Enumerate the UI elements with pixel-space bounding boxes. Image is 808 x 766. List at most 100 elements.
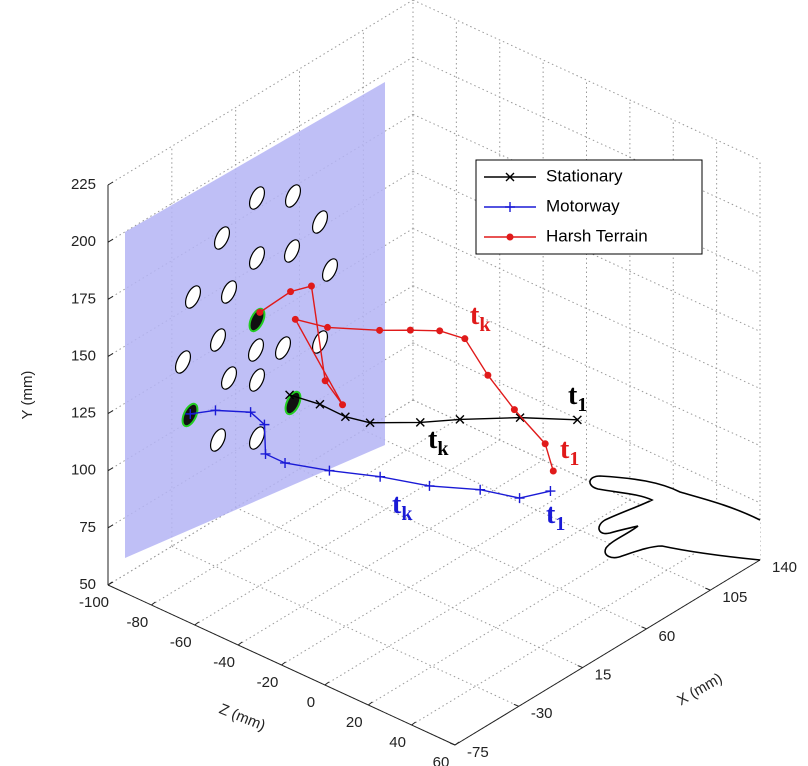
marker [475, 484, 486, 495]
tick-mark [281, 661, 286, 666]
legend-label: Motorway [546, 196, 620, 215]
z-tick-label: -40 [213, 654, 235, 671]
z-tick-label: 0 [307, 694, 315, 711]
tick-mark [107, 467, 114, 472]
marker [505, 202, 515, 212]
grid-line [363, 429, 711, 591]
grid-line [412, 56, 761, 218]
y-tick-label: 200 [71, 233, 96, 250]
grid-line [281, 479, 587, 666]
z-tick-label: -80 [127, 614, 149, 631]
grid-line [237, 459, 544, 646]
legend-label: Harsh Terrain [546, 226, 648, 245]
marker [515, 413, 525, 423]
y-axis-label: Y (mm) [19, 371, 36, 420]
marker [365, 418, 375, 428]
x-axis-label: X (mm) [674, 670, 725, 709]
z-axis-label: Z (mm) [217, 701, 268, 735]
z-tick-label: 40 [389, 734, 406, 751]
marker [280, 457, 291, 468]
marker [185, 408, 196, 419]
annotation-text: t [392, 489, 402, 520]
axis-line [454, 559, 761, 746]
annotation-text: t [546, 499, 556, 530]
marker [307, 282, 315, 290]
target [248, 186, 266, 210]
marker [245, 407, 256, 418]
tick-mark [237, 641, 243, 646]
marker [285, 390, 295, 400]
marker [291, 315, 299, 323]
tick-mark [454, 741, 460, 746]
marker [549, 467, 557, 475]
marker [315, 399, 325, 409]
tick-mark [107, 410, 114, 415]
grid-line [412, 170, 761, 332]
marker [506, 233, 514, 241]
hand-illustration [589, 475, 761, 561]
target [213, 226, 231, 250]
grid-line [412, 285, 761, 447]
annotation-subscript: k [437, 438, 449, 460]
y-tick-label: 175 [71, 290, 96, 307]
annotation: tk [428, 424, 449, 459]
annotation-subscript: k [479, 314, 491, 336]
y-tick-label: 100 [71, 462, 96, 479]
target [248, 246, 266, 270]
x-tick-label: 140 [772, 559, 797, 576]
x-tick-label: 15 [595, 667, 612, 684]
target [220, 366, 238, 390]
tick-mark [449, 742, 456, 746]
y-tick-label: 50 [79, 576, 96, 593]
grid-line [412, 342, 761, 504]
annotation: t1 [560, 434, 579, 469]
marker [376, 326, 384, 334]
tick-mark [107, 295, 114, 300]
x-tick-label: 105 [722, 589, 747, 606]
hand [589, 475, 761, 561]
target [184, 285, 202, 309]
grid-line [299, 468, 647, 630]
annotation-text: t [428, 424, 438, 455]
marker [545, 486, 556, 497]
marker [461, 335, 469, 343]
target [209, 428, 227, 452]
tick-mark [513, 703, 520, 707]
tick-mark [324, 681, 330, 686]
target [321, 258, 339, 282]
annotation-subscript: 1 [577, 394, 587, 416]
marker [324, 323, 332, 331]
grid-line [107, 56, 414, 243]
marker [259, 419, 270, 430]
y-tick-label: 125 [71, 405, 96, 422]
marker [572, 415, 582, 425]
tick-mark [577, 665, 583, 669]
legend: Stationary Motorway Harsh Terrain [475, 159, 703, 255]
marker [339, 401, 347, 409]
target [220, 280, 238, 304]
tick-mark [107, 238, 114, 243]
target [248, 368, 266, 392]
grid-line [412, 228, 761, 390]
grid-line [412, 113, 761, 275]
grid-line [412, 399, 761, 561]
z-tick-label: -60 [170, 634, 192, 651]
y-tick-label: 75 [79, 519, 96, 536]
target [247, 338, 265, 362]
marker [415, 417, 425, 427]
annotation-subscript: k [401, 503, 413, 525]
marker [210, 405, 221, 416]
annotation: t1 [546, 499, 565, 534]
tick-mark [411, 721, 416, 726]
legend-label: Stationary [546, 166, 623, 185]
tick-mark [367, 701, 373, 706]
x-tick-label: 60 [659, 628, 676, 645]
annotation-subscript: 1 [569, 448, 579, 470]
marker [424, 480, 435, 491]
y-tick-label: 225 [71, 176, 96, 193]
z-tick-label: -100 [79, 594, 109, 611]
marker [436, 327, 444, 335]
tick-mark [107, 352, 114, 357]
